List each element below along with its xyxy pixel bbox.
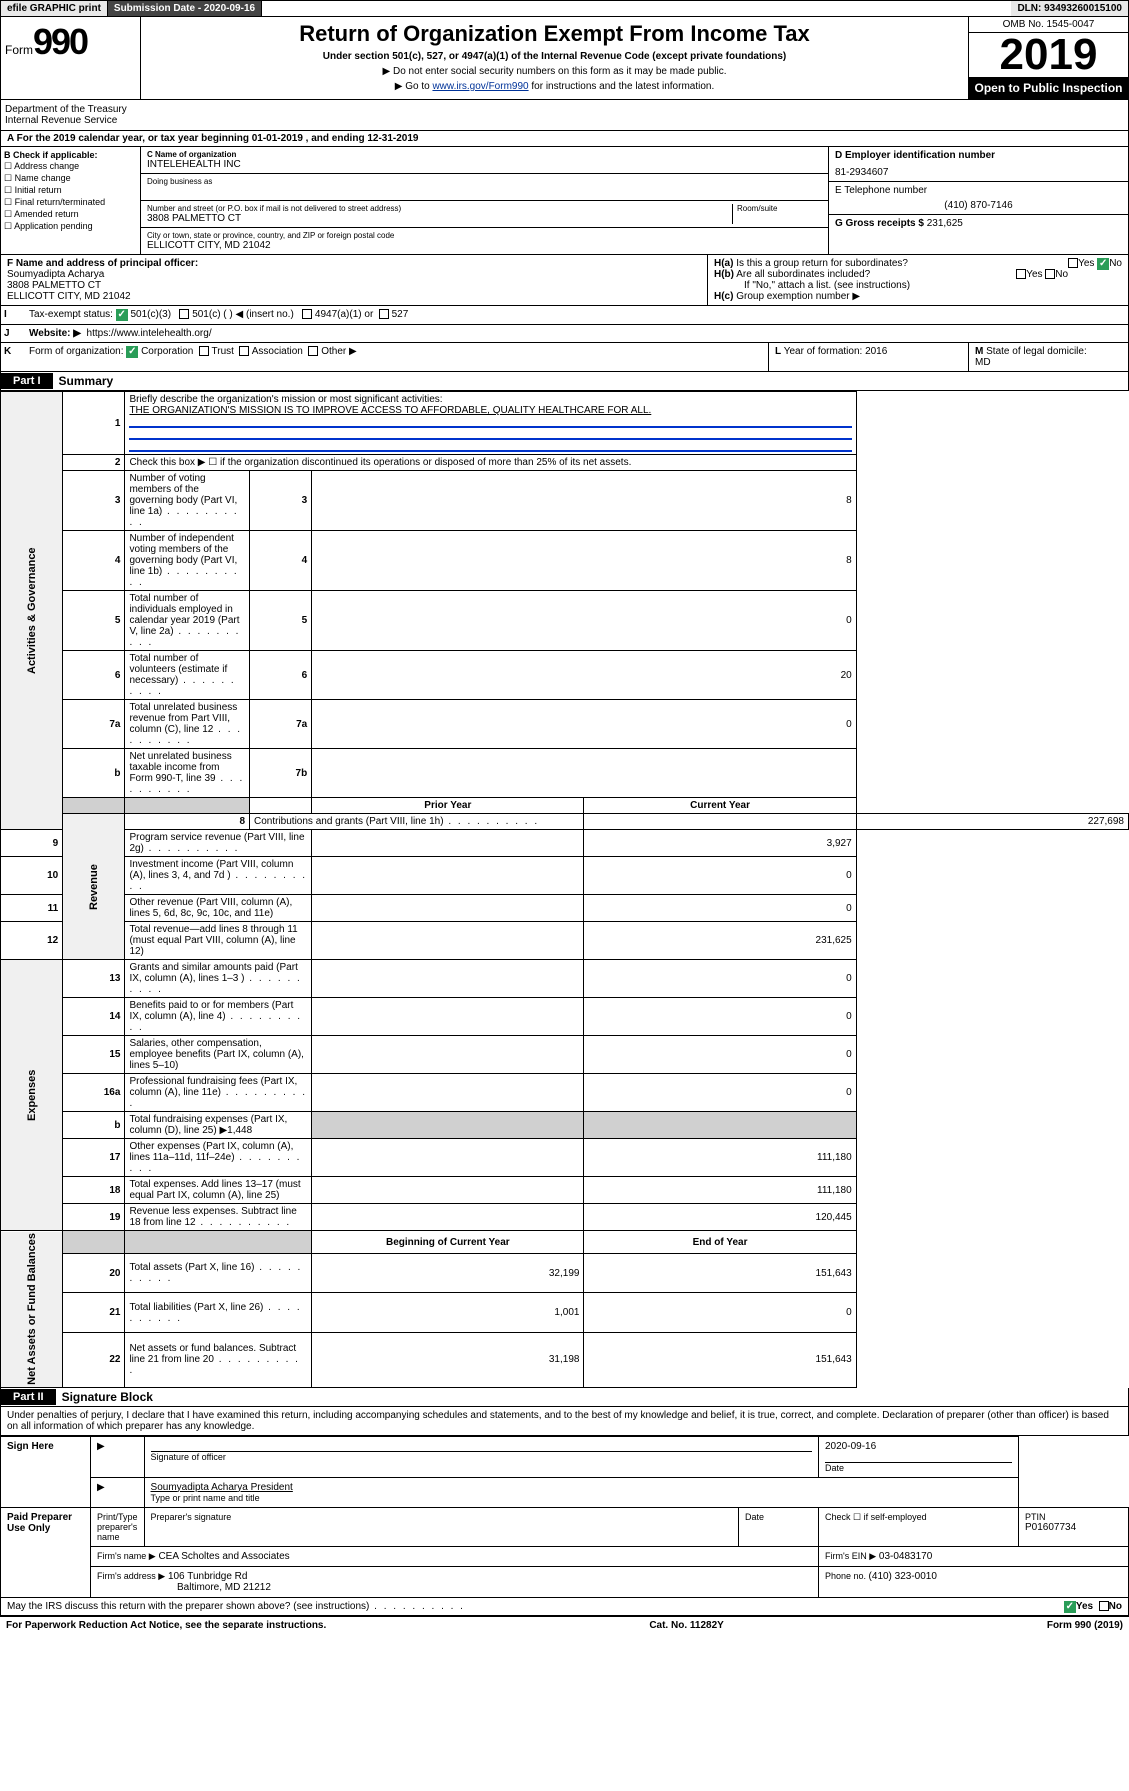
ptin: P01607734 <box>1025 1522 1122 1533</box>
subtitle-1: Under section 501(c), 527, or 4947(a)(1)… <box>151 51 958 62</box>
irs-link[interactable]: www.irs.gov/Form990 <box>432 81 528 92</box>
department: Department of the Treasury Internal Reve… <box>1 100 141 130</box>
firm-phone: (410) 323-0010 <box>869 1571 937 1582</box>
title-box: Return of Organization Exempt From Incom… <box>141 17 968 99</box>
paid-preparer-label: Paid Preparer Use Only <box>1 1507 91 1597</box>
side-net-assets: Net Assets or Fund Balances <box>1 1231 63 1388</box>
city-state-zip: ELLICOTT CITY, MD 21042 <box>147 240 822 251</box>
chk-name-change[interactable]: ☐ Name change <box>4 173 137 184</box>
page-footer: For Paperwork Reduction Act Notice, see … <box>0 1616 1129 1634</box>
form-header: Form990 Return of Organization Exempt Fr… <box>0 17 1129 100</box>
officer-name: Soumyadipta Acharya <box>7 269 701 280</box>
firm-name: CEA Scholtes and Associates <box>158 1551 289 1562</box>
ein: 81-2934607 <box>835 161 1122 178</box>
checkbox-column: B Check if applicable: ☐ Address change … <box>1 147 141 254</box>
tax-exempt-row: I Tax-exempt status: ✓ 501(c)(3) 501(c) … <box>0 306 1129 325</box>
year-formation: 2016 <box>865 346 887 357</box>
tax-year-line: A For the 2019 calendar year, or tax yea… <box>0 131 1129 147</box>
efile-label[interactable]: efile GRAPHIC print <box>1 1 108 16</box>
summary-table: Activities & Governance 1 Briefly descri… <box>0 391 1129 1388</box>
chk-corporation[interactable]: ✓ <box>126 346 138 358</box>
part2-header: Part II Signature Block <box>0 1388 1129 1407</box>
officer-addr1: 3808 PALMETTO CT <box>7 280 701 291</box>
chk-amended-return[interactable]: ☐ Amended return <box>4 209 137 220</box>
chk-final-return[interactable]: ☐ Final return/terminated <box>4 197 137 208</box>
mission-text: THE ORGANIZATION'S MISSION IS TO IMPROVE… <box>129 405 651 416</box>
form-title: Return of Organization Exempt From Incom… <box>151 21 958 47</box>
sign-here-label: Sign Here <box>1 1436 91 1507</box>
org-name: INTELEHEALTH INC <box>147 159 822 170</box>
firm-addr1: 106 Tunbridge Rd <box>168 1571 248 1582</box>
website-row: J Website: ▶ https://www.intelehealth.or… <box>0 325 1129 343</box>
side-governance: Activities & Governance <box>1 392 63 830</box>
side-expenses: Expenses <box>1 960 63 1231</box>
sig-date: 2020-09-16 <box>825 1441 1012 1452</box>
entity-right-column: D Employer identification number 81-2934… <box>828 147 1128 254</box>
subtitle-3: ▶ Go to www.irs.gov/Form990 for instruct… <box>151 81 958 92</box>
firm-ein: 03-0483170 <box>879 1551 932 1562</box>
subtitle-2: ▶ Do not enter social security numbers o… <box>151 66 958 77</box>
chk-initial-return[interactable]: ☐ Initial return <box>4 185 137 196</box>
chk-application-pending[interactable]: ☐ Application pending <box>4 221 137 232</box>
side-revenue: Revenue <box>63 814 125 960</box>
officer-group-section: F Name and address of principal officer:… <box>0 255 1129 306</box>
chk-address-change[interactable]: ☐ Address change <box>4 161 137 172</box>
firm-addr2: Baltimore, MD 21212 <box>97 1582 271 1593</box>
gross-receipts: 231,625 <box>927 218 963 229</box>
perjury-statement: Under penalties of perjury, I declare th… <box>0 1407 1129 1436</box>
street-address: 3808 PALMETTO CT <box>147 213 732 224</box>
entity-name-address: C Name of organization INTELEHEALTH INC … <box>141 147 828 254</box>
telephone: (410) 870-7146 <box>835 196 1122 211</box>
topbar: efile GRAPHIC print Submission Date - 20… <box>0 0 1129 17</box>
part1-header: Part I Summary <box>0 372 1129 391</box>
form-org-row: K Form of organization: ✓ Corporation Tr… <box>0 343 1129 372</box>
state-domicile: MD <box>975 357 991 368</box>
signature-table: Sign Here ▶ Signature of officer 2020-09… <box>0 1436 1129 1598</box>
discuss-row: May the IRS discuss this return with the… <box>0 1598 1129 1616</box>
tax-year: 2019 <box>969 33 1128 77</box>
form-number-box: Form990 <box>1 17 141 99</box>
submission-date: Submission Date - 2020-09-16 <box>108 1 262 16</box>
officer-typed-name: Soumyadipta Acharya President <box>151 1482 1012 1493</box>
entity-section: B Check if applicable: ☐ Address change … <box>0 147 1129 255</box>
officer-addr2: ELLICOTT CITY, MD 21042 <box>7 291 701 302</box>
year-box: OMB No. 1545-0047 2019 Open to Public In… <box>968 17 1128 99</box>
website-url: https://www.intelehealth.org/ <box>87 328 212 339</box>
dln: DLN: 93493260015100 <box>1011 1 1128 16</box>
chk-501c3[interactable]: ✓ <box>116 309 128 321</box>
open-public: Open to Public Inspection <box>969 77 1128 99</box>
